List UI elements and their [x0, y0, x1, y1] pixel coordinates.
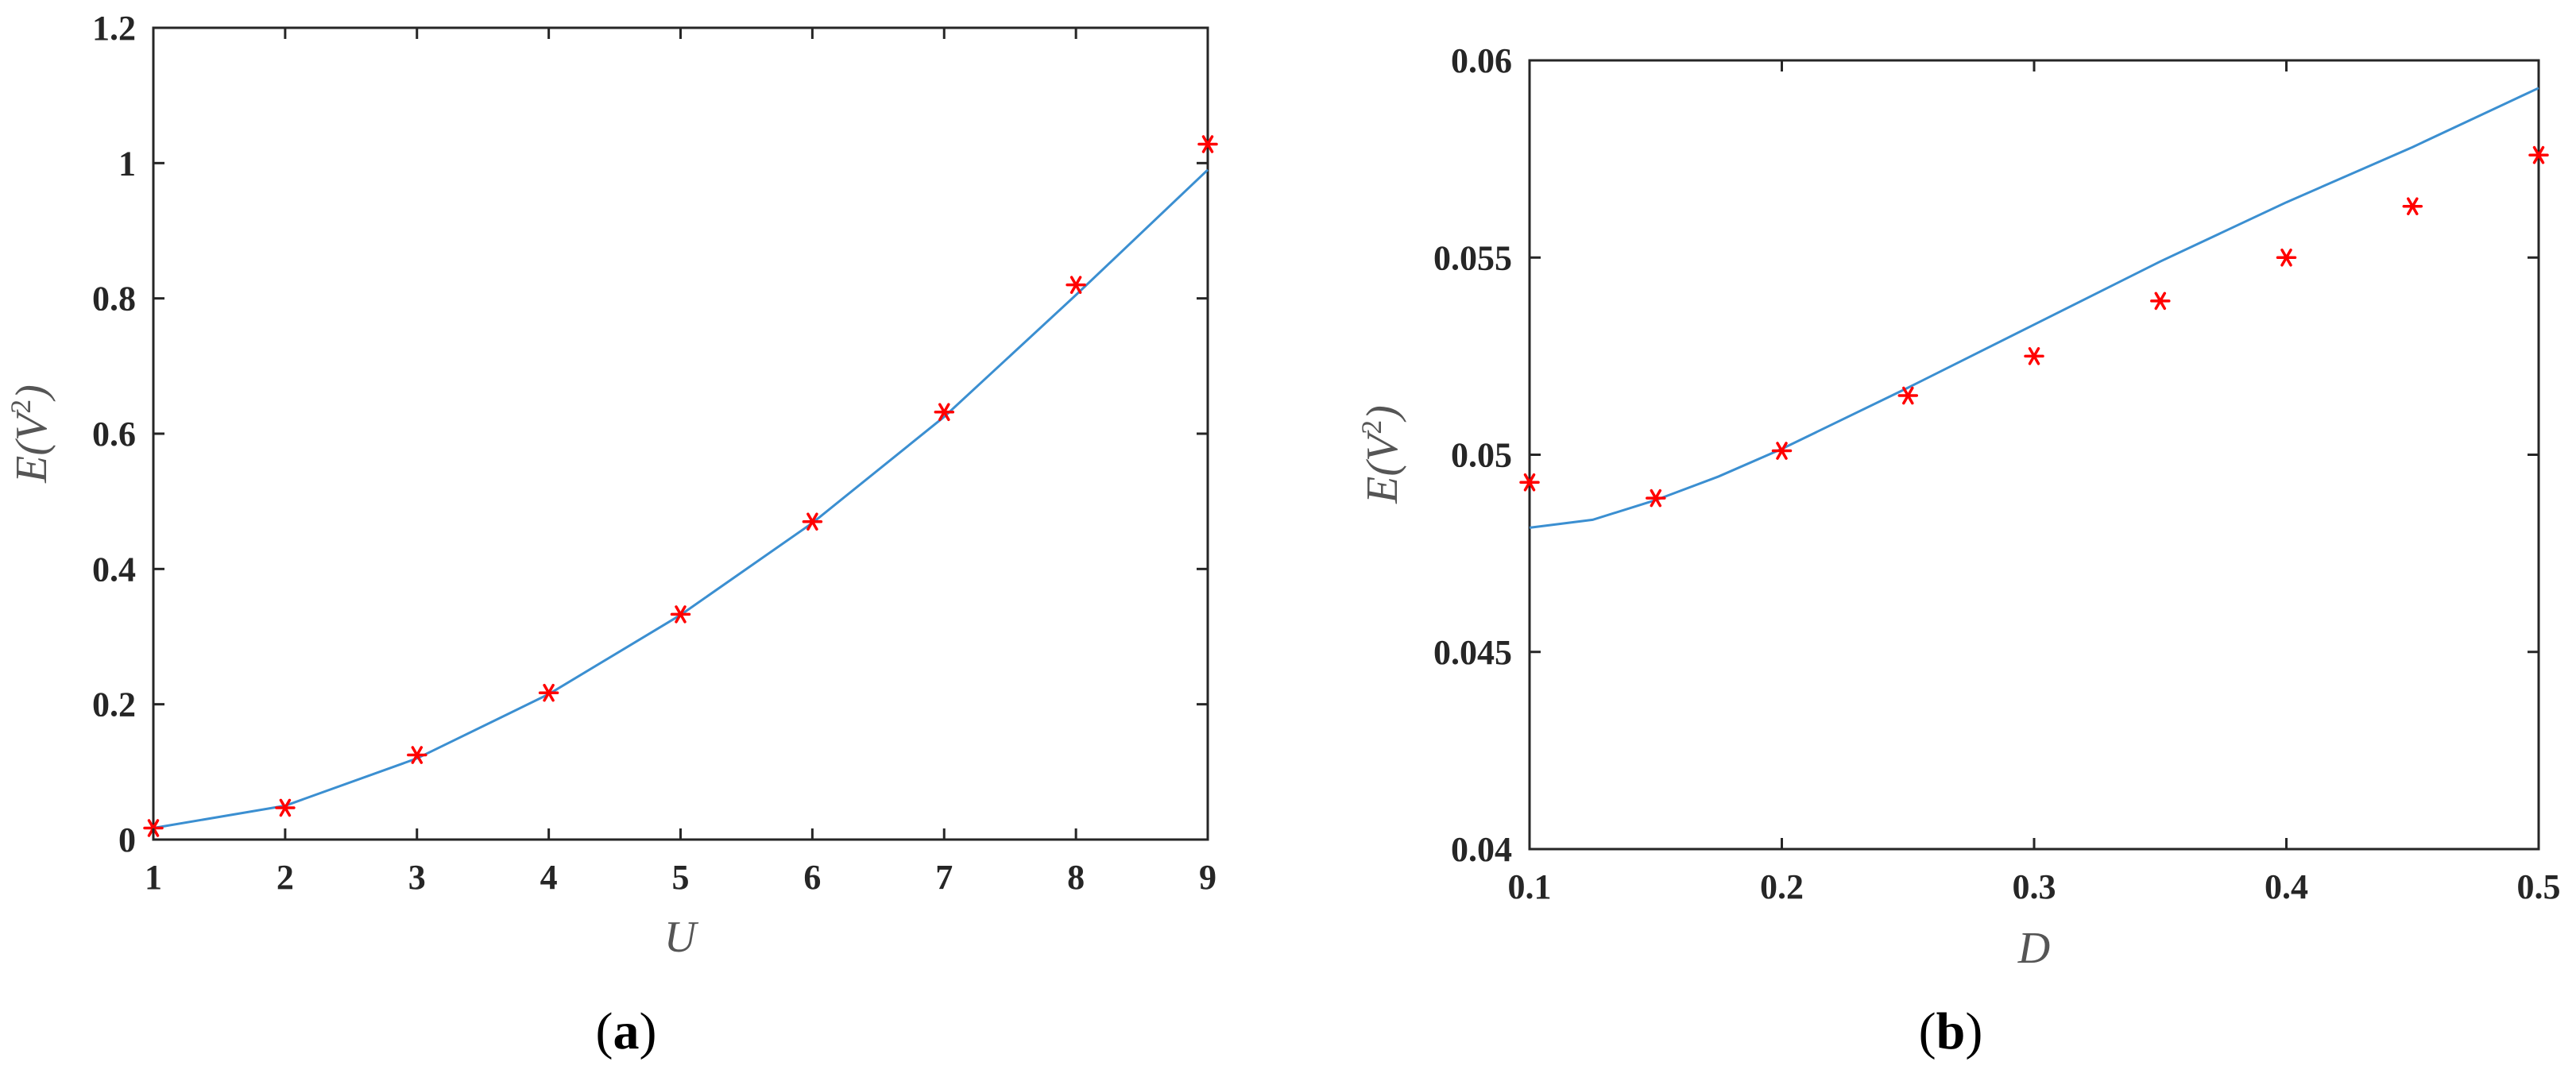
data-point-marker	[538, 683, 559, 702]
y-tick-label: 0	[118, 821, 136, 859]
x-tick-label: 0.4	[2265, 867, 2308, 906]
x-tick-label: 3	[408, 858, 426, 897]
x-tick-label: 8	[1067, 858, 1085, 897]
y-tick-label: 1.2	[92, 9, 136, 48]
data-point-marker	[1519, 473, 1540, 492]
data-point-marker	[1646, 488, 1666, 508]
data-point-marker	[2402, 197, 2423, 215]
x-tick-label: 6	[803, 858, 821, 897]
x-tick-label: 0.5	[2517, 867, 2561, 906]
y-tick-label: 1	[118, 144, 136, 183]
series-line	[153, 168, 1209, 829]
data-point-marker	[2024, 347, 2044, 365]
y-axis-title: E(V2)	[1356, 405, 1407, 504]
x-axis-ticks: 0.1 0.2 0.3 0.4 0.5	[1508, 60, 2561, 906]
y-tick-label: 0.045	[1433, 633, 1512, 672]
x-axis-ticks: 1 2 3 4 5 6 7 8 9	[145, 28, 1216, 897]
x-axis-title: D	[2017, 924, 2050, 973]
y-tick-label: 0.055	[1433, 238, 1512, 277]
chart-panel-a: 1 2 3 4 5 6 7 8 9 0 0.2 0.4 0.6 0.8 1 1.2 U E(V2) (a)	[5, 9, 1218, 1060]
panel-caption-b: (b)	[1919, 1002, 1983, 1060]
data-point-marker	[934, 403, 955, 422]
chart-panel-b: 0.1 0.2 0.3 0.4 0.5 0.04 0.045 0.05 0.055 0.06 D…	[1356, 41, 2561, 1060]
y-axis-ticks: 0 0.2 0.4 0.6 0.8 1 1.2	[92, 9, 1208, 859]
marker-layer	[1519, 145, 2549, 508]
data-point-marker	[143, 819, 164, 837]
x-axis-title: U	[664, 913, 699, 962]
line-layer	[1529, 87, 2539, 529]
y-tick-label: 0.04	[1451, 830, 1512, 869]
data-point-marker	[1771, 442, 1793, 460]
panel-caption-a: (a)	[596, 1002, 657, 1060]
data-point-marker	[1197, 135, 1218, 153]
y-tick-label: 0.4	[92, 550, 136, 589]
data-point-marker	[2150, 292, 2171, 311]
x-tick-label: 0.2	[1760, 867, 1804, 906]
x-tick-label: 5	[672, 858, 690, 897]
plot-frame	[1528, 59, 2540, 851]
y-tick-label: 0.2	[92, 685, 136, 724]
x-tick-label: 0.3	[2013, 867, 2056, 906]
data-point-marker	[1066, 276, 1086, 294]
y-tick-label: 0.05	[1451, 436, 1512, 475]
x-tick-label: 0.1	[1508, 867, 1552, 906]
y-tick-label: 0.8	[92, 280, 136, 319]
data-point-marker	[407, 746, 427, 764]
x-tick-label: 2	[277, 858, 294, 897]
y-axis-ticks: 0.04 0.045 0.05 0.055 0.06	[1433, 41, 2539, 869]
y-axis-title: E(V2)	[5, 384, 56, 484]
data-point-marker	[1897, 386, 1919, 405]
y-tick-label: 0.6	[92, 415, 136, 454]
data-point-marker	[2276, 248, 2297, 267]
x-tick-label: 9	[1199, 858, 1216, 897]
x-tick-label: 4	[540, 858, 558, 897]
x-tick-label: 1	[145, 858, 162, 897]
marker-layer	[143, 135, 1218, 837]
series-line	[1529, 87, 2539, 529]
plot-frame	[152, 26, 1209, 841]
data-point-marker	[2528, 145, 2549, 164]
x-tick-label: 7	[935, 858, 953, 897]
y-tick-label: 0.06	[1451, 41, 1512, 80]
data-point-marker	[802, 512, 823, 531]
line-layer	[153, 168, 1209, 829]
data-point-marker	[275, 798, 296, 817]
data-point-marker	[670, 605, 691, 624]
